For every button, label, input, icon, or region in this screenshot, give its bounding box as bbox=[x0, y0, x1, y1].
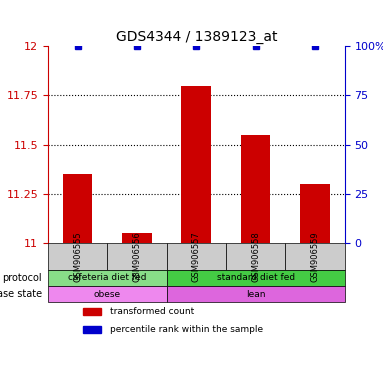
FancyBboxPatch shape bbox=[107, 243, 167, 270]
FancyBboxPatch shape bbox=[48, 243, 107, 270]
Text: obese: obese bbox=[94, 290, 121, 299]
Bar bbox=[122, 233, 152, 243]
Text: GSM906555: GSM906555 bbox=[73, 231, 82, 282]
Text: GSM906557: GSM906557 bbox=[192, 231, 201, 282]
FancyBboxPatch shape bbox=[226, 243, 285, 270]
Bar bbox=[63, 174, 92, 243]
Title: GDS4344 / 1389123_at: GDS4344 / 1389123_at bbox=[116, 30, 277, 44]
Bar bbox=[241, 135, 270, 243]
FancyBboxPatch shape bbox=[285, 243, 345, 270]
FancyBboxPatch shape bbox=[48, 286, 167, 302]
Text: cafeteria diet fed: cafeteria diet fed bbox=[68, 273, 146, 283]
Bar bbox=[182, 86, 211, 243]
FancyBboxPatch shape bbox=[167, 286, 345, 302]
FancyBboxPatch shape bbox=[48, 270, 167, 286]
Text: GSM906556: GSM906556 bbox=[133, 231, 141, 282]
Text: protocol: protocol bbox=[2, 273, 42, 283]
Bar bbox=[300, 184, 330, 243]
FancyBboxPatch shape bbox=[167, 270, 345, 286]
Text: transformed count: transformed count bbox=[110, 307, 195, 316]
Text: lean: lean bbox=[246, 290, 265, 299]
Text: standard diet fed: standard diet fed bbox=[217, 273, 295, 283]
Bar bbox=[83, 326, 101, 333]
Bar bbox=[83, 308, 101, 315]
FancyBboxPatch shape bbox=[167, 243, 226, 270]
Text: disease state: disease state bbox=[0, 289, 42, 299]
Text: GSM906559: GSM906559 bbox=[311, 231, 319, 282]
Text: GSM906558: GSM906558 bbox=[251, 231, 260, 282]
Text: percentile rank within the sample: percentile rank within the sample bbox=[110, 325, 264, 334]
